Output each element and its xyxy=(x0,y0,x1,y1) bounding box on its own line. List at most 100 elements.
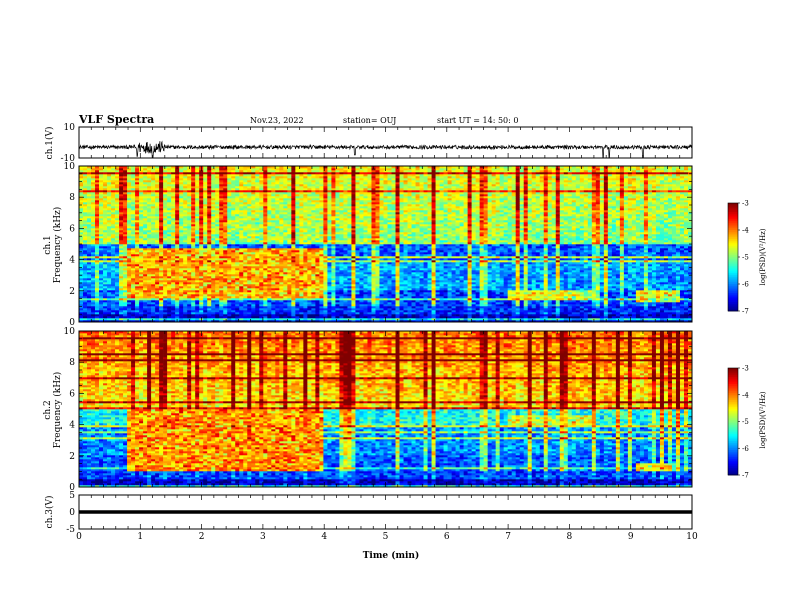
spectrogram-cell xyxy=(283,314,287,316)
spectrogram-cell xyxy=(79,318,83,320)
spectrogram-cell xyxy=(79,182,83,184)
spectrogram-cell xyxy=(319,270,323,272)
spectrogram-cell xyxy=(207,180,211,182)
spectrogram-cell xyxy=(247,278,251,280)
spectrogram-cell xyxy=(247,272,251,274)
spectrogram-cell xyxy=(95,276,99,278)
spectrogram-cell xyxy=(319,212,323,214)
spectrogram-cell xyxy=(175,246,179,248)
spectrogram-cell xyxy=(223,182,227,184)
spectrogram-cell xyxy=(187,228,191,230)
spectrogram-cell xyxy=(111,296,115,298)
spectrogram-cell xyxy=(207,308,211,310)
spectrogram-cell xyxy=(103,232,107,234)
spectrogram-cell xyxy=(287,290,291,292)
spectrogram-cell xyxy=(191,258,195,260)
spectrogram-cell xyxy=(171,170,175,172)
spectrogram-cell xyxy=(227,274,231,276)
spectrogram-cell xyxy=(103,238,107,240)
spectrogram-cell xyxy=(219,268,223,270)
spectrogram-cell xyxy=(271,276,275,278)
spectrogram-cell xyxy=(295,306,299,308)
spectrogram-cell xyxy=(219,186,223,188)
spectrogram-cell xyxy=(267,290,271,292)
spectrogram-cell xyxy=(283,316,287,318)
spectrogram-cell xyxy=(103,236,107,238)
spectrogram-cell xyxy=(119,294,123,296)
spectrogram-cell xyxy=(311,292,315,294)
spectrogram-cell xyxy=(167,294,171,296)
spectrogram-cell xyxy=(83,252,87,254)
spectrogram-cell xyxy=(87,192,91,194)
spectrogram-cell xyxy=(271,258,275,260)
spectrogram-cell xyxy=(115,300,119,302)
spectrogram-cell xyxy=(231,204,235,206)
spectrogram-cell xyxy=(127,308,131,310)
spectrogram-cell xyxy=(295,184,299,186)
spectrogram-cell xyxy=(175,264,179,266)
spectrogram-cell xyxy=(163,280,167,282)
spectrogram-cell xyxy=(199,308,203,310)
spectrogram-cell xyxy=(303,308,307,310)
spectrogram-cell xyxy=(215,280,219,282)
spectrogram-cell xyxy=(103,286,107,288)
spectrogram-cell xyxy=(95,200,99,202)
spectrogram-cell xyxy=(147,304,151,306)
spectrogram-cell xyxy=(259,234,263,236)
spectrogram-cell xyxy=(287,174,291,176)
spectrogram-cell xyxy=(231,248,235,250)
spectrogram-cell xyxy=(323,212,327,214)
spectrogram-cell xyxy=(199,312,203,314)
spectrogram-cell xyxy=(303,198,307,200)
spectrogram-cell xyxy=(127,210,131,212)
spectrogram-cell xyxy=(83,292,87,294)
spectrogram-cell xyxy=(159,190,163,192)
spectrogram-cell xyxy=(291,220,295,222)
spectrogram-cell xyxy=(79,296,83,298)
spectrogram-cell xyxy=(171,198,175,200)
spectrogram-cell xyxy=(123,202,127,204)
spectrogram-cell xyxy=(283,278,287,280)
spectrogram-cell xyxy=(227,296,231,298)
spectrogram-cell xyxy=(131,168,135,170)
spectrogram-cell xyxy=(299,228,303,230)
spectrogram-cell xyxy=(175,258,179,260)
spectrogram-cell xyxy=(103,206,107,208)
spectrogram-cell xyxy=(207,288,211,290)
spectrogram-cell xyxy=(323,186,327,188)
spectrogram-cell xyxy=(247,250,251,252)
spectrogram-cell xyxy=(291,202,295,204)
spectrogram-cell xyxy=(299,294,303,296)
spectrogram-cell xyxy=(239,318,243,320)
spectrogram-cell xyxy=(119,256,123,258)
spectrogram-cell xyxy=(255,190,259,192)
spectrogram-cell xyxy=(135,186,139,188)
spectrogram-cell xyxy=(191,314,195,316)
spectrogram-cell xyxy=(267,214,271,216)
spectrogram-cell xyxy=(323,290,327,292)
spectrogram-cell xyxy=(95,218,99,220)
spectrogram-cell xyxy=(179,304,183,306)
spectrogram-cell xyxy=(215,250,219,252)
spectrogram-cell xyxy=(155,252,159,254)
spectrogram-cell xyxy=(219,254,223,256)
spectrogram-cell xyxy=(287,186,291,188)
spectrogram-cell xyxy=(315,200,319,202)
spectrogram-cell xyxy=(147,220,151,222)
spectrogram-cell xyxy=(219,258,223,260)
spectrogram-cell xyxy=(83,226,87,228)
spectrogram-cell xyxy=(187,188,191,190)
spectrogram-cell xyxy=(83,300,87,302)
spectrogram-cell xyxy=(295,252,299,254)
spectrogram-cell xyxy=(155,310,159,312)
spectrogram-cell xyxy=(223,238,227,240)
spectrogram-cell xyxy=(151,270,155,272)
spectrogram-cell xyxy=(219,194,223,196)
spectrogram-cell xyxy=(315,234,319,236)
spectrogram-cell xyxy=(83,316,87,318)
spectrogram-cell xyxy=(295,204,299,206)
spectrogram-cell xyxy=(179,208,183,210)
spectrogram-cell xyxy=(175,220,179,222)
spectrogram-cell xyxy=(127,220,131,222)
spectrogram-cell xyxy=(255,186,259,188)
